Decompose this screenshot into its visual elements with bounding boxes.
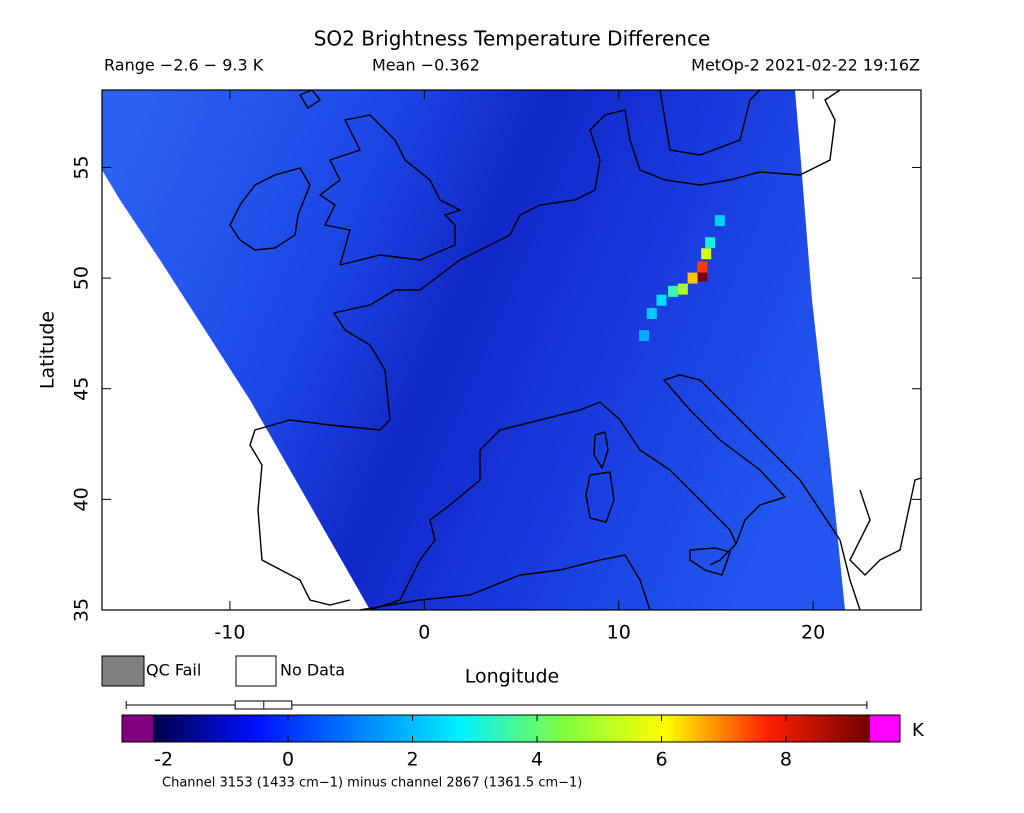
- colorbar-under: [122, 715, 153, 742]
- source-label: MetOp-2 2021-02-22 19:16Z: [691, 56, 920, 75]
- no-data-label: No Data: [280, 661, 345, 680]
- coast-sardinia: [585, 471, 615, 523]
- colorbar-note: Channel 3153 (1433 cm−1) minus channel 2…: [162, 776, 582, 791]
- colorbar-frame: [121, 714, 901, 743]
- y-tick-label: 45: [71, 377, 93, 401]
- colorbar-unit: K: [912, 720, 925, 741]
- colorbar-tick-label: 0: [282, 749, 294, 771]
- coast-mediterranean: [369, 401, 737, 610]
- y-axis-label: Latitude: [37, 311, 59, 389]
- coast-sicily: [689, 547, 731, 576]
- y-tick-label: 55: [71, 155, 93, 179]
- plume: [638, 215, 725, 342]
- plume-pixel: [656, 294, 667, 306]
- title: SO2 Brightness Temperature Difference: [314, 27, 711, 51]
- coast-scandinavia: [659, 90, 761, 156]
- x-axis-label: Longitude: [465, 666, 560, 688]
- coast-shetland: [299, 90, 322, 109]
- plot-frame: [101, 89, 922, 611]
- coast-atlantic: [333, 90, 841, 314]
- plume-pixel: [714, 215, 725, 227]
- plume-pixel: [677, 283, 688, 295]
- x-tick-label: -10: [214, 622, 245, 644]
- y-tick-label: 50: [71, 266, 93, 290]
- coast-adriatic: [662, 374, 861, 610]
- colorbar: -2 0 2 4 6 8: [121, 700, 901, 771]
- colorbar-scale: [153, 715, 870, 742]
- x-tick-label: 0: [418, 622, 430, 644]
- colorbar-tick-label: 4: [531, 749, 543, 771]
- plume-pixel: [638, 330, 649, 342]
- qc-fail-swatch: [101, 655, 145, 687]
- x-tick-label: 20: [801, 622, 825, 644]
- colorbar-tick-label: 6: [655, 749, 667, 771]
- plume-pixel: [701, 248, 712, 260]
- y-tick-label: 35: [71, 598, 93, 622]
- plume-pixel: [646, 307, 657, 319]
- qc-fail-label: QC Fail: [146, 661, 201, 680]
- coast-corsica: [593, 431, 609, 470]
- colorbar-tick-label: -2: [154, 749, 173, 771]
- coast-ireland: [229, 167, 311, 251]
- range-label: Range −2.6 − 9.3 K: [104, 56, 264, 75]
- no-data-swatch: [235, 655, 277, 687]
- colorbar-tick-label: 2: [406, 749, 418, 771]
- map-area: [102, 90, 921, 610]
- plume-pixel: [668, 285, 679, 297]
- coast-greece: [849, 477, 921, 576]
- coast-biscay: [249, 312, 391, 606]
- colorbar-tick-label: 8: [780, 749, 792, 771]
- swath: [102, 90, 845, 610]
- y-tick-label: 40: [71, 487, 93, 511]
- axes: -10 0 10 20 35 40 45 50 55: [71, 90, 921, 644]
- mean-label: Mean −0.362: [372, 56, 480, 75]
- coast-africa: [359, 554, 651, 610]
- plume-pixel: [687, 272, 698, 284]
- coast-britain: [318, 114, 462, 266]
- plume-pixel: [705, 237, 716, 249]
- plume-pixel: [697, 261, 708, 273]
- plume-pixel: [697, 270, 708, 282]
- coastlines: [229, 90, 921, 610]
- x-tick-label: 10: [607, 622, 631, 644]
- colorbar-over: [870, 715, 900, 742]
